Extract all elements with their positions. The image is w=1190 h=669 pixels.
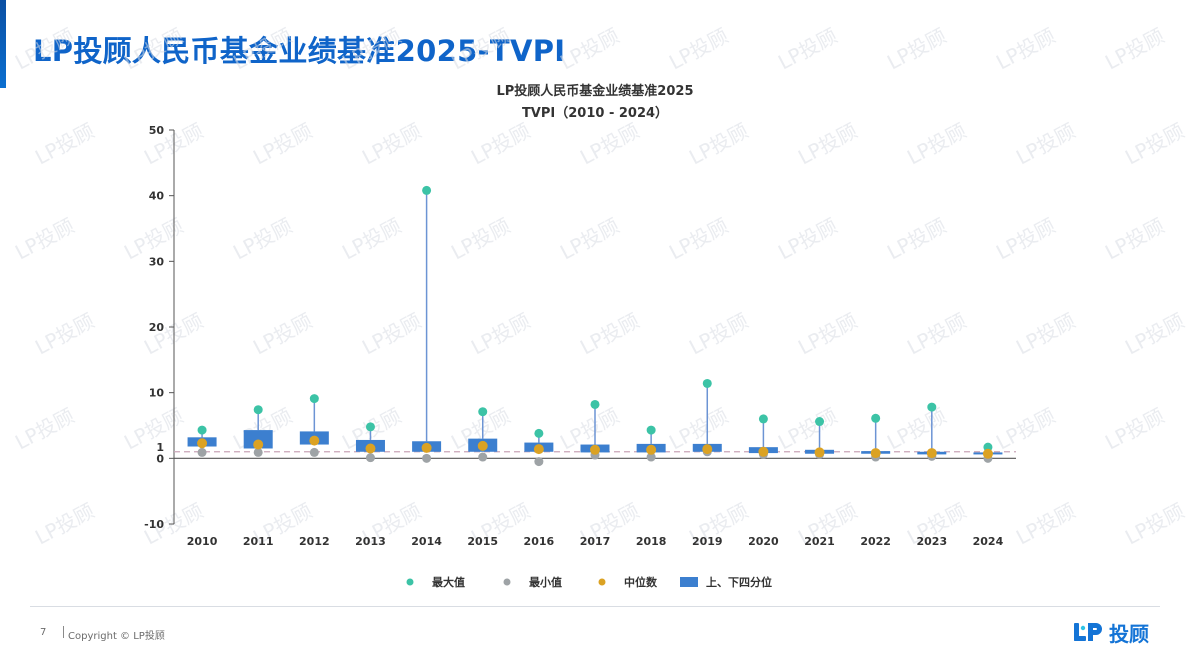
tvpi-box-chart: LP投顾人民币基金业绩基准2025 TVPI（2010 - 2024） -10 0…: [144, 83, 1016, 589]
median-point-2013: [365, 443, 376, 454]
footer-divider: [30, 606, 1160, 607]
copyright-text: Copyright © LP投顾: [68, 631, 165, 642]
max-point-2018: [646, 425, 656, 435]
median-point-2023: [926, 448, 937, 459]
max-point-2020: [758, 414, 768, 424]
x-tick-label: 2016: [524, 535, 555, 548]
median-point-2011: [253, 439, 264, 450]
y-axis-tick-labels: -10 01 10 20 30 40 50: [144, 124, 164, 531]
x-tick-label: 2020: [748, 535, 779, 548]
max-point-2023: [927, 402, 937, 412]
min-point-2016: [534, 457, 544, 467]
max-point-2012: [309, 394, 319, 404]
x-tick-label: 2023: [916, 535, 947, 548]
x-tick-label: 2015: [467, 535, 498, 548]
iqr-box-2011: [243, 430, 273, 449]
y-tick-label: 30: [149, 255, 165, 268]
page-title: LP投顾人民币基金业绩基准2025-TVPI: [33, 34, 566, 68]
max-point-2022: [871, 413, 881, 423]
left-accent-bar: [0, 0, 6, 88]
x-tick-label: 2010: [187, 535, 218, 548]
x-tick-label: 2021: [804, 535, 835, 548]
max-point-2019: [702, 378, 712, 388]
legend-label-iqr: 上、下四分位: [706, 575, 772, 589]
median-point-2010: [197, 438, 208, 449]
x-tick-label: 2014: [411, 535, 442, 548]
median-point-2012: [309, 435, 320, 446]
chart-marks: [187, 185, 1003, 467]
y-tick-label: 40: [149, 190, 165, 203]
x-tick-label: 2022: [860, 535, 891, 548]
min-point-2011: [253, 447, 263, 457]
x-axis-tick-labels: 2010 2011 2012 2013 2014 2015 2016 2017 2018 2019…: [187, 535, 1004, 548]
min-point-2018: [646, 452, 656, 462]
y-tick-label: 1: [156, 441, 164, 454]
y-tick-label: 10: [149, 387, 165, 400]
median-point-2021: [814, 447, 825, 458]
max-point-2016: [534, 428, 544, 438]
max-point-2017: [590, 399, 600, 409]
min-point-2012: [309, 447, 319, 457]
legend-label-median: 中位数: [624, 575, 658, 589]
lp-logo-icon: [1074, 623, 1102, 641]
max-point-2015: [478, 407, 488, 417]
footer-separator: [63, 626, 64, 638]
min-point-2010: [197, 447, 207, 457]
min-point-2014: [422, 453, 432, 463]
brand-logo: 投顾: [1072, 618, 1149, 646]
y-tick-label: 0: [156, 452, 164, 465]
max-point-2021: [815, 417, 825, 427]
x-tick-label: 2017: [580, 535, 611, 548]
max-point-2013: [365, 422, 375, 432]
x-tick-label: 2011: [243, 535, 274, 548]
x-tick-label: 2013: [355, 535, 386, 548]
x-tick-label: 2018: [636, 535, 667, 548]
median-point-2016: [533, 444, 544, 455]
y-tick-label: -10: [144, 518, 164, 531]
min-point-2015: [478, 452, 488, 462]
median-point-2022: [870, 448, 881, 459]
legend-label-min: 最小值: [529, 575, 562, 589]
chart-title: LP投顾人民币基金业绩基准2025: [497, 83, 694, 99]
min-point-2013: [365, 453, 375, 463]
median-point-2018: [646, 444, 657, 455]
median-point-2015: [477, 440, 488, 451]
chart-subtitle: TVPI（2010 - 2024）: [522, 105, 668, 121]
y-tick-label: 50: [149, 124, 165, 137]
median-point-2017: [590, 444, 600, 455]
x-tick-label: 2019: [692, 535, 723, 548]
median-point-2020: [758, 446, 769, 457]
max-point-2010: [197, 425, 207, 435]
logo-text: 投顾: [1109, 621, 1149, 646]
max-point-2011: [253, 405, 263, 415]
chart-axes: [169, 129, 1016, 525]
max-point-2014: [422, 185, 432, 195]
median-point-2024: [982, 448, 993, 459]
page-number: 7: [40, 627, 47, 638]
median-point-2014: [421, 442, 432, 453]
median-point-2019: [702, 444, 713, 455]
y-tick-label: 20: [149, 321, 165, 334]
x-tick-label: 2012: [299, 535, 330, 548]
legend-marker-median: [598, 578, 606, 586]
legend-marker-min: [503, 578, 511, 586]
chart-legend: 最大值 最小值 中位数 上、下四分位: [406, 575, 772, 589]
legend-marker-iqr: [680, 577, 698, 587]
legend-label-max: 最大值: [432, 575, 465, 589]
x-tick-label: 2024: [973, 535, 1004, 548]
legend-marker-max: [406, 578, 414, 586]
